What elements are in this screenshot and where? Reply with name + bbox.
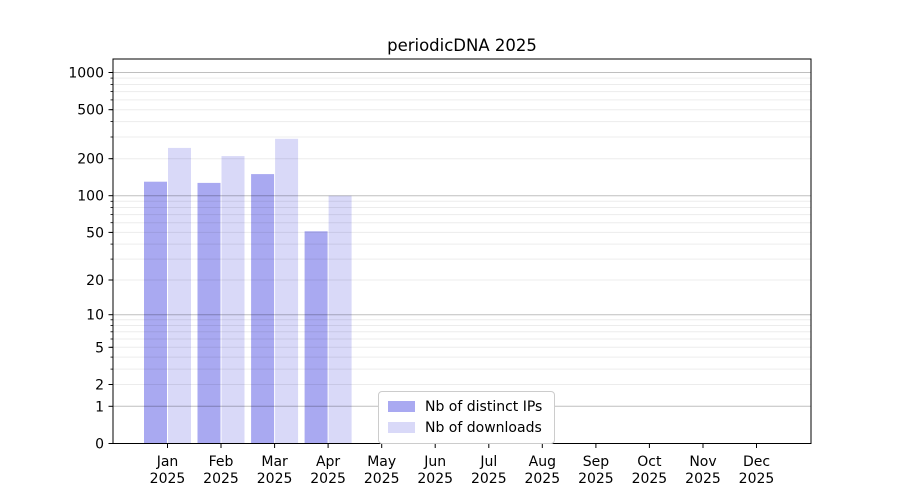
x-tick-label-year: 2025 [150, 471, 186, 487]
x-tick-label-year: 2025 [632, 471, 668, 487]
x-tick-label-month: Mar [261, 454, 288, 470]
x-tick-label-year: 2025 [471, 471, 507, 487]
legend-swatch-downloads [388, 422, 415, 433]
y-tick-label: 20 [86, 273, 104, 289]
y-tick-label: 0 [95, 437, 104, 453]
y-tick-label: 1000 [68, 66, 104, 82]
legend-swatch-distinct-ips [388, 401, 415, 412]
legend-label-distinct-ips: Nb of distinct IPs [425, 398, 543, 415]
y-tick-label: 1 [95, 399, 104, 415]
x-tick-label-year: 2025 [364, 471, 400, 487]
x-tick-label-year: 2025 [203, 471, 239, 487]
y-tick-label: 100 [77, 189, 104, 205]
x-tick-label-year: 2025 [739, 471, 775, 487]
x-tick-label-month: Aug [529, 454, 556, 470]
bar [144, 181, 167, 444]
bar [197, 182, 221, 444]
y-tick-label: 50 [86, 225, 104, 241]
bar [251, 174, 275, 444]
legend-item-distinct-ips: Nb of distinct IPs [388, 397, 542, 416]
x-tick-label-year: 2025 [685, 471, 721, 487]
x-tick-label-month: Nov [689, 454, 716, 470]
y-tick-label: 500 [77, 103, 104, 119]
x-tick-label-month: Apr [316, 454, 340, 470]
bars-series-0 [144, 174, 328, 444]
bar [328, 195, 352, 444]
bars-series-1 [168, 138, 352, 444]
x-tick-label-month: May [367, 454, 396, 470]
y-tick-label: 5 [95, 340, 104, 356]
x-tick-label-month: Oct [637, 454, 662, 470]
x-tick-label-month: Feb [209, 454, 234, 470]
bar [221, 156, 245, 444]
minor-gridlines [113, 77, 811, 385]
bar [168, 147, 191, 444]
x-tick-label-month: Dec [743, 454, 770, 470]
y-axis: 0 1 2 5 10 20 50 100 200 500 1000 [68, 66, 113, 453]
y-tick-label: 2 [95, 378, 104, 394]
x-tick-label-month: Jun [423, 454, 446, 470]
x-tick-label-month: Sep [583, 454, 610, 470]
x-tick-label-year: 2025 [524, 471, 560, 487]
y-tick-label: 200 [77, 152, 104, 168]
legend-label-downloads: Nb of downloads [425, 419, 542, 436]
x-tick-label-year: 2025 [578, 471, 614, 487]
chart-title: periodicDNA 2025 [387, 36, 537, 55]
y-tick-label: 10 [86, 308, 104, 324]
bar [275, 138, 299, 444]
x-tick-label-month: Jan [156, 454, 179, 470]
x-tick-label-year: 2025 [417, 471, 453, 487]
legend-item-downloads: Nb of downloads [388, 418, 542, 437]
x-tick-label-year: 2025 [257, 471, 293, 487]
x-tick-label-month: Jul [479, 454, 497, 470]
x-axis: Jan2025Feb2025Mar2025Apr2025May2025Jun20… [150, 443, 775, 487]
legend: Nb of distinct IPs Nb of downloads [378, 391, 556, 444]
x-tick-label-year: 2025 [310, 471, 346, 487]
bar [304, 231, 328, 444]
